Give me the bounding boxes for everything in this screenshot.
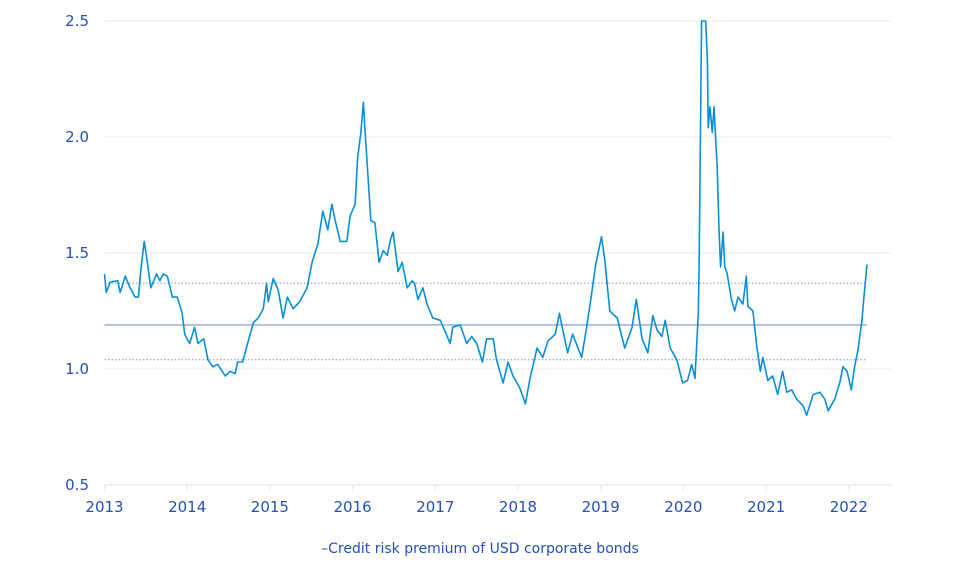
x-tick-label: 2019 [582,498,620,516]
x-tick-label: 2013 [85,498,123,516]
x-tick-label: 2014 [168,498,206,516]
y-tick-label: 1.5 [65,244,89,262]
x-tick-label: 2018 [499,498,537,516]
y-tick-label: 0.5 [65,476,89,494]
x-axis [103,484,891,491]
x-tick-label: 2020 [664,498,702,516]
y-tick-label: 2.5 [65,12,89,30]
x-tick-label: 2017 [416,498,454,516]
legend-entry: –Credit risk premium of USD corporate bo… [321,541,639,557]
x-tick-label: 2015 [251,498,289,516]
series-line-credit-risk-premium [103,20,868,417]
x-tick-label: 2016 [334,498,372,516]
y-tick-label: 2.0 [65,128,89,146]
gridlines [104,20,891,486]
y-tick-label: 1.0 [65,360,89,378]
reference-lines [104,282,867,361]
x-axis-labels: 2013 2014 2015 2016 2017 2018 2019 2020 2021 2022 [85,498,867,516]
y-axis: 0.5 1.0 1.5 2.0 2.5 [65,12,89,494]
x-tick-label: 2021 [747,498,785,516]
x-tick-label: 2022 [830,498,868,516]
